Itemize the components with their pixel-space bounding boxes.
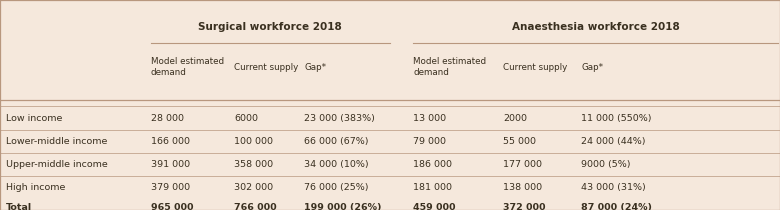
Text: Current supply: Current supply (503, 63, 567, 72)
Text: 34 000 (10%): 34 000 (10%) (304, 160, 369, 169)
Text: 302 000: 302 000 (234, 184, 273, 192)
Text: 43 000 (31%): 43 000 (31%) (581, 184, 646, 192)
Text: Gap*: Gap* (581, 63, 603, 72)
Text: Anaesthesia workforce 2018: Anaesthesia workforce 2018 (512, 22, 680, 32)
Text: 2000: 2000 (503, 114, 527, 123)
Text: 766 000: 766 000 (234, 203, 277, 210)
Text: 186 000: 186 000 (413, 160, 452, 169)
Text: Surgical workforce 2018: Surgical workforce 2018 (198, 22, 342, 32)
Text: 379 000: 379 000 (151, 184, 190, 192)
Text: 6000: 6000 (234, 114, 258, 123)
Text: 55 000: 55 000 (503, 137, 536, 146)
Text: 138 000: 138 000 (503, 184, 542, 192)
Text: 24 000 (44%): 24 000 (44%) (581, 137, 646, 146)
Text: 391 000: 391 000 (151, 160, 190, 169)
Text: 100 000: 100 000 (234, 137, 273, 146)
Text: 181 000: 181 000 (413, 184, 452, 192)
Text: 13 000: 13 000 (413, 114, 446, 123)
Text: 199 000 (26%): 199 000 (26%) (304, 203, 381, 210)
Text: 459 000: 459 000 (413, 203, 456, 210)
Text: 76 000 (25%): 76 000 (25%) (304, 184, 369, 192)
Text: 965 000: 965 000 (151, 203, 193, 210)
Text: Low income: Low income (6, 114, 62, 123)
Text: Model estimated
demand: Model estimated demand (413, 57, 487, 77)
Text: Lower-middle income: Lower-middle income (6, 137, 108, 146)
Text: Upper-middle income: Upper-middle income (6, 160, 108, 169)
Text: Model estimated
demand: Model estimated demand (151, 57, 224, 77)
Text: Total: Total (6, 203, 32, 210)
Text: 87 000 (24%): 87 000 (24%) (581, 203, 652, 210)
Text: 372 000: 372 000 (503, 203, 545, 210)
Text: 11 000 (550%): 11 000 (550%) (581, 114, 651, 123)
Text: Gap*: Gap* (304, 63, 326, 72)
Text: 177 000: 177 000 (503, 160, 542, 169)
Text: 79 000: 79 000 (413, 137, 446, 146)
Text: 166 000: 166 000 (151, 137, 190, 146)
Text: High income: High income (6, 184, 66, 192)
Text: 358 000: 358 000 (234, 160, 273, 169)
Text: 23 000 (383%): 23 000 (383%) (304, 114, 375, 123)
Text: 28 000: 28 000 (151, 114, 183, 123)
Text: Current supply: Current supply (234, 63, 298, 72)
Text: 9000 (5%): 9000 (5%) (581, 160, 630, 169)
Text: 66 000 (67%): 66 000 (67%) (304, 137, 369, 146)
